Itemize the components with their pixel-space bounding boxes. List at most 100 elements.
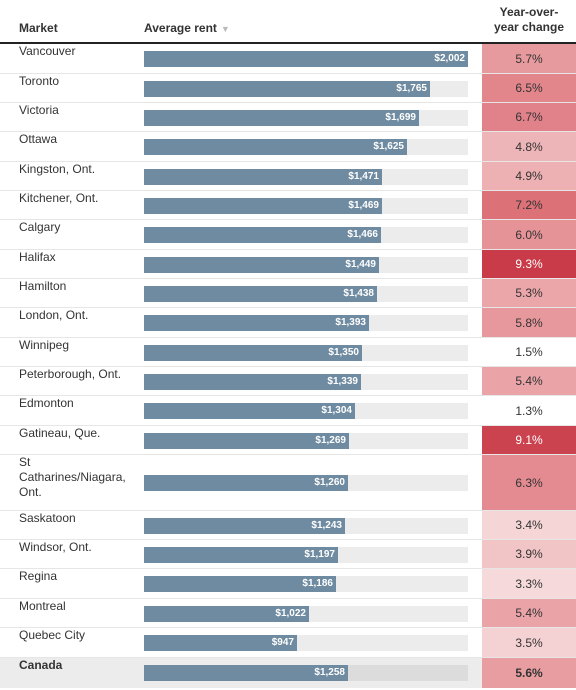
rent-value-label: $1,260 <box>314 477 345 488</box>
table-row: Quebec City $947 3.5% <box>0 628 576 658</box>
market-name: Quebec City <box>19 628 86 642</box>
rent-value-label: $1,350 <box>328 347 359 358</box>
sort-descending-icon[interactable]: ▼ <box>220 24 230 34</box>
change-cell: 3.3% <box>482 569 576 598</box>
change-value-label: 1.3% <box>515 403 543 418</box>
rent-bar-track: $1,466 <box>144 227 468 243</box>
market-name: London, Ont. <box>19 308 89 322</box>
rent-bar: $1,466 <box>144 227 381 243</box>
market-name: Saskatoon <box>19 511 76 525</box>
rent-bar-track: $1,449 <box>144 257 468 273</box>
change-cell: 6.3% <box>482 455 576 510</box>
change-value-label: 3.9% <box>515 547 543 561</box>
change-cell: 9.3% <box>482 250 576 278</box>
market-name: Peterborough, Ont. <box>19 367 122 381</box>
change-cell: 3.5% <box>482 628 576 657</box>
change-cell: 5.3% <box>482 279 576 307</box>
market-name: Windsor, Ont. <box>19 540 92 554</box>
rent-bar: $947 <box>144 635 297 651</box>
rent-bar: $1,197 <box>144 547 338 563</box>
table-row: Victoria $1,699 6.7% <box>0 103 576 132</box>
change-cell: 5.8% <box>482 308 576 337</box>
rent-value-label: $1,449 <box>345 259 376 270</box>
rent-value-label: $1,466 <box>347 229 378 240</box>
rent-bar-track: $1,304 <box>144 403 468 419</box>
table-row: Regina $1,186 3.3% <box>0 569 576 599</box>
rent-bar: $1,350 <box>144 345 362 361</box>
change-value-label: 3.5% <box>515 635 543 650</box>
market-name: Montreal <box>19 599 66 613</box>
rent-value-label: $1,304 <box>321 405 352 416</box>
change-value-label: 3.4% <box>515 518 543 532</box>
rent-bar: $1,699 <box>144 110 419 126</box>
rent-bar: $1,625 <box>144 139 407 155</box>
change-value-label: 5.8% <box>515 315 543 330</box>
change-value-label: 9.3% <box>515 257 543 271</box>
rent-value-label: $1,469 <box>348 200 379 211</box>
rent-bar: $1,304 <box>144 403 355 419</box>
market-name: Kingston, Ont. <box>19 162 96 176</box>
year-over-year-change-column-header[interactable]: Year-over- year change <box>482 5 576 35</box>
market-name: Hamilton <box>19 279 67 293</box>
change-cell: 6.5% <box>482 74 576 102</box>
rent-bar-track: $1,186 <box>144 576 468 592</box>
rent-value-label: $1,438 <box>343 288 374 299</box>
table-row: Winnipeg $1,350 1.5% <box>0 338 576 367</box>
rent-value-label: $1,269 <box>315 435 346 446</box>
market-name: Winnipeg <box>19 338 70 352</box>
market-name: Toronto <box>19 74 60 88</box>
rent-bar: $1,471 <box>144 169 382 185</box>
rent-value-label: $1,022 <box>275 608 306 619</box>
rent-bar-track: $947 <box>144 635 468 651</box>
rent-bar-track: $1,269 <box>144 433 468 449</box>
market-name: St Catharines/Niagara, Ont. <box>19 455 126 499</box>
table-row: Gatineau, Que. $1,269 9.1% <box>0 426 576 455</box>
rent-bar: $1,260 <box>144 475 348 491</box>
rent-bar: $1,438 <box>144 286 377 302</box>
rent-bar: $1,243 <box>144 518 345 534</box>
rent-bar-track: $1,438 <box>144 286 468 302</box>
rent-bar-track: $1,350 <box>144 345 468 361</box>
change-value-label: 4.9% <box>515 169 543 183</box>
change-value-label: 6.3% <box>515 475 543 490</box>
table-row: London, Ont. $1,393 5.8% <box>0 308 576 338</box>
table-header: Market Average rent ▼ Year-over- year cha… <box>0 0 576 44</box>
change-cell: 5.4% <box>482 599 576 627</box>
rent-value-label: $1,765 <box>396 83 427 94</box>
rent-value-label: $1,243 <box>311 520 342 531</box>
table-row: Kingston, Ont. $1,471 4.9% <box>0 162 576 191</box>
change-cell: 6.0% <box>482 220 576 249</box>
table-row: Vancouver $2,002 5.7% <box>0 44 576 74</box>
rent-value-label: $2,002 <box>434 53 465 64</box>
change-cell: 3.9% <box>482 540 576 568</box>
rent-value-label: $1,186 <box>302 578 333 589</box>
table-row: Peterborough, Ont. $1,339 5.4% <box>0 367 576 396</box>
rent-value-label: $1,699 <box>385 112 416 123</box>
change-cell: 4.8% <box>482 132 576 161</box>
rent-value-label: $1,258 <box>314 667 345 678</box>
rent-bar-track: $1,022 <box>144 606 468 622</box>
rent-bar-track: $2,002 <box>144 51 468 67</box>
table-row: Calgary $1,466 6.0% <box>0 220 576 250</box>
rent-bar-track: $1,197 <box>144 547 468 563</box>
rent-value-label: $1,197 <box>304 549 335 560</box>
table-row: Windsor, Ont. $1,197 3.9% <box>0 540 576 569</box>
rent-bar-track: $1,469 <box>144 198 468 214</box>
market-name: Victoria <box>19 103 59 117</box>
change-cell: 9.1% <box>482 426 576 454</box>
market-column-header[interactable]: Market <box>19 21 58 35</box>
change-cell: 5.7% <box>482 44 576 73</box>
table-row: Edmonton $1,304 1.3% <box>0 396 576 426</box>
table-row: St Catharines/Niagara, Ont. $1,260 6.3% <box>0 455 576 511</box>
market-name: Halifax <box>19 250 56 264</box>
change-cell: 5.4% <box>482 367 576 395</box>
rent-bar: $1,258 <box>144 665 348 681</box>
change-cell: 7.2% <box>482 191 576 219</box>
average-rent-column-header[interactable]: Average rent ▼ <box>144 21 230 35</box>
change-header-line2: year change <box>493 20 565 34</box>
total-row: Canada $1,258 5.6% <box>0 658 576 688</box>
rent-bar-track: $1,699 <box>144 110 468 126</box>
change-value-label: 5.7% <box>515 51 543 66</box>
average-rent-header-label: Average rent <box>144 21 217 35</box>
rent-bar: $1,186 <box>144 576 336 592</box>
